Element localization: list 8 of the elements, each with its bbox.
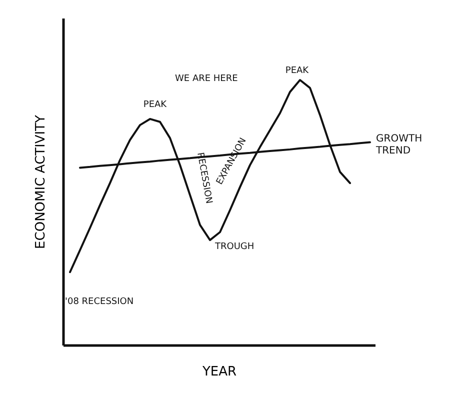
series-label: GROWTH TREND <box>375 133 422 156</box>
annotation: WE ARE HERE <box>175 74 238 84</box>
x-axis-title: YEAR <box>201 364 237 380</box>
annotation: '08 RECESSION <box>65 297 134 307</box>
text: PEAK <box>285 66 310 76</box>
annotation: TROUGH <box>214 242 254 252</box>
y-axis-title: ECONOMIC ACTIVITY <box>34 115 48 249</box>
annotation: PEAK <box>143 100 168 110</box>
